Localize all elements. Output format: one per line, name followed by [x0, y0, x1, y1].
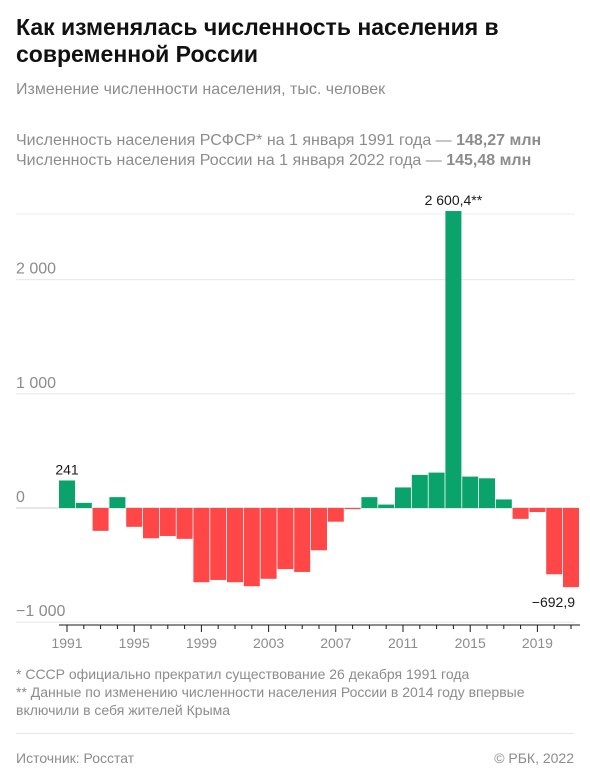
- bar-2001: [227, 508, 243, 583]
- bar-2017: [495, 499, 512, 508]
- y-tick-label: 1 000: [16, 375, 56, 392]
- y-axis-labels: −1 000 0 1 000 2 000: [16, 261, 65, 621]
- x-tick-label: 1999: [186, 635, 217, 650]
- bar-1991: [59, 480, 75, 508]
- bar-2006: [311, 508, 327, 551]
- bar-2013: [428, 472, 445, 508]
- bar-2018: [512, 508, 529, 519]
- bar-1993: [92, 508, 109, 531]
- bar-2014: [445, 211, 462, 509]
- y-tick-label: 0: [16, 489, 25, 506]
- x-tick-label: 2003: [253, 635, 284, 650]
- bar-2015: [462, 476, 479, 508]
- bar-2000: [210, 508, 227, 580]
- bar-2007: [327, 508, 344, 522]
- population-1991-info: Численность населения РСФСР* на 1 января…: [16, 132, 541, 150]
- data-label-2014: 2 600,4**: [425, 192, 483, 208]
- bar-2012: [411, 474, 428, 508]
- bar-1992: [75, 502, 92, 508]
- x-tick-label: 1991: [51, 635, 82, 650]
- bar-2016: [479, 478, 495, 508]
- x-tick-label: 1995: [119, 635, 150, 650]
- bar-2021: [563, 508, 579, 588]
- bar-2008: [344, 508, 361, 510]
- bar-1997: [159, 508, 176, 536]
- population-1991-text: Численность населения РСФСР* на 1 января…: [16, 132, 457, 149]
- x-tick-label: 2011: [388, 635, 418, 650]
- bars: [59, 211, 579, 588]
- population-2022-info: Численность населения России на 1 января…: [16, 152, 531, 170]
- footnote-crimea: ** Данные по изменению численности насел…: [16, 684, 525, 718]
- bar-1996: [143, 508, 159, 539]
- data-labels: 241 2 600,4** −692,9: [55, 192, 575, 610]
- population-change-chart: −1 000 0 1 000 2 000 241 2 600,4** −692,9 199…: [16, 192, 580, 650]
- bar-2004: [277, 508, 294, 570]
- bar-2002: [243, 508, 260, 587]
- x-tick-label: 2019: [522, 635, 553, 650]
- bar-2005: [294, 508, 311, 572]
- population-1991-value: 148,27 млн: [456, 132, 542, 149]
- source-label: Источник: Росстат: [16, 750, 135, 766]
- population-2022-value: 145,48 млн: [446, 152, 532, 169]
- data-label-2021: −692,9: [532, 594, 575, 610]
- bar-2003: [260, 508, 277, 579]
- chart-subtitle: Изменение численности населения, тыс. че…: [16, 81, 386, 98]
- bar-2020: [546, 508, 563, 575]
- y-tick-label: 2 000: [16, 261, 56, 278]
- footer-divider: [16, 733, 574, 734]
- x-axis: 1991 1995 1999 2003 2007 2011 2015 2019: [51, 624, 580, 650]
- bar-2009: [361, 497, 378, 508]
- copyright-label: © РБК, 2022: [494, 750, 574, 766]
- bar-2010: [378, 504, 395, 508]
- bar-2019: [529, 508, 546, 512]
- bar-2011: [395, 487, 411, 508]
- y-tick-label: −1 000: [16, 603, 65, 620]
- bar-1999: [193, 508, 210, 583]
- bar-1994: [109, 497, 126, 508]
- chart-title: Как изменялась численность населения в с…: [16, 14, 499, 67]
- bar-1998: [176, 508, 193, 539]
- population-2022-text: Численность населения России на 1 января…: [16, 152, 447, 169]
- data-label-1991: 241: [55, 461, 79, 477]
- x-tick-label: 2015: [455, 635, 486, 650]
- bar-1995: [126, 508, 143, 527]
- x-tick-label: 2007: [320, 635, 351, 650]
- footnote-ussr: * СССР официально прекратил существовани…: [16, 666, 470, 682]
